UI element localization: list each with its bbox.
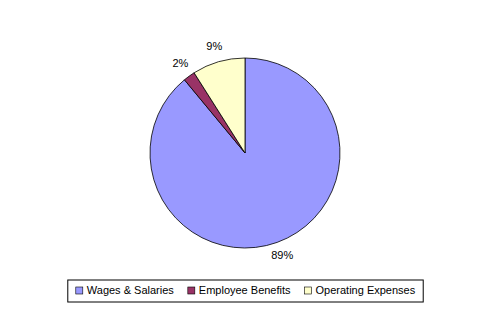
pie-slice xyxy=(150,58,340,248)
legend-swatch xyxy=(188,287,195,294)
data-labels: 89% 2% 9% xyxy=(172,40,293,261)
chart: 89% 2% 9% Wages & Salaries Employee Benefits… xyxy=(0,0,491,333)
data-label: 89% xyxy=(271,249,293,261)
pie xyxy=(150,58,340,248)
legend-item: Operating Expenses xyxy=(305,284,416,296)
data-label: 9% xyxy=(206,40,222,52)
legend-item: Wages & Salaries xyxy=(76,284,175,296)
legend: Wages & Salaries Employee Benefits Operati… xyxy=(68,280,423,302)
legend-box xyxy=(68,280,423,302)
data-label: 2% xyxy=(172,57,188,69)
legend-item: Employee Benefits xyxy=(188,284,291,296)
legend-label: Wages & Salaries xyxy=(87,284,175,296)
legend-swatch xyxy=(305,287,312,294)
legend-swatch xyxy=(76,287,83,294)
pie-slice xyxy=(194,58,245,153)
legend-label: Employee Benefits xyxy=(199,284,291,296)
legend-label: Operating Expenses xyxy=(316,284,416,296)
